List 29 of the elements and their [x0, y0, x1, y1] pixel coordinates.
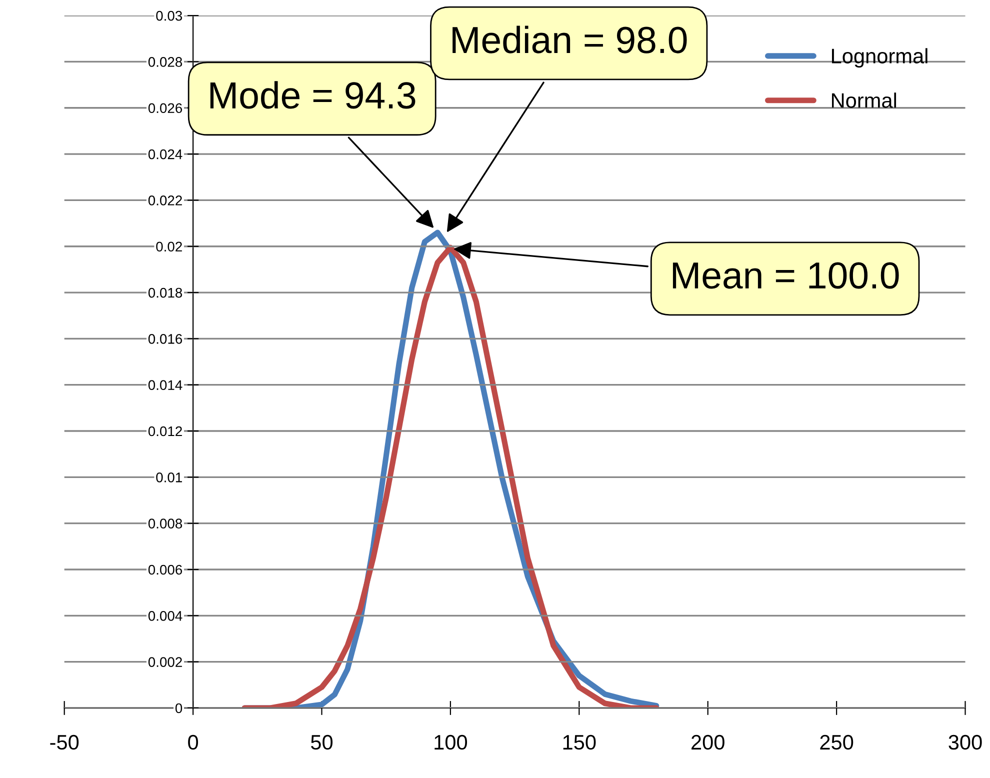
y-tick-label: 0.022: [148, 196, 182, 206]
x-tick-label: -50: [50, 734, 79, 750]
x-tick-label: 100: [434, 734, 468, 750]
x-tick-label: 150: [563, 734, 596, 750]
annotation: Median = 98.0: [452, 26, 687, 54]
y-tick-label: 0.028: [148, 57, 182, 67]
y-tick-label: 0.016: [148, 334, 182, 344]
x-tick-label: 200: [692, 734, 724, 750]
y-tick-label: 0.012: [148, 426, 182, 436]
x-tick-label: 250: [820, 734, 854, 750]
legend-label: Lognormal: [832, 48, 928, 68]
y-tick-label: 0.01: [156, 472, 182, 482]
y-tick-label: 0.03: [156, 10, 182, 21]
x-tick-label: 300: [948, 734, 982, 750]
y-tick-label: 0.02: [156, 242, 182, 252]
y-tick-label: 0.008: [148, 518, 182, 529]
y-tick-label: 0.002: [148, 657, 182, 667]
legend-label: Normal: [832, 92, 896, 108]
y-tick-label: 0.004: [148, 610, 182, 621]
y-tick-label: 0.024: [148, 149, 182, 160]
y-tick-label: 0.018: [148, 288, 182, 298]
y-tick-label: 0.014: [148, 380, 182, 390]
y-tick-label: 0: [175, 703, 182, 714]
annotation: Mean = 100.0: [672, 262, 899, 289]
y-tick-label: 0.026: [148, 103, 182, 114]
y-tick-label: 0.006: [148, 564, 182, 575]
annotation: Mode = 94.3: [210, 81, 416, 109]
x-tick-label: 50: [311, 734, 333, 750]
x-tick-label: 0: [188, 734, 198, 750]
